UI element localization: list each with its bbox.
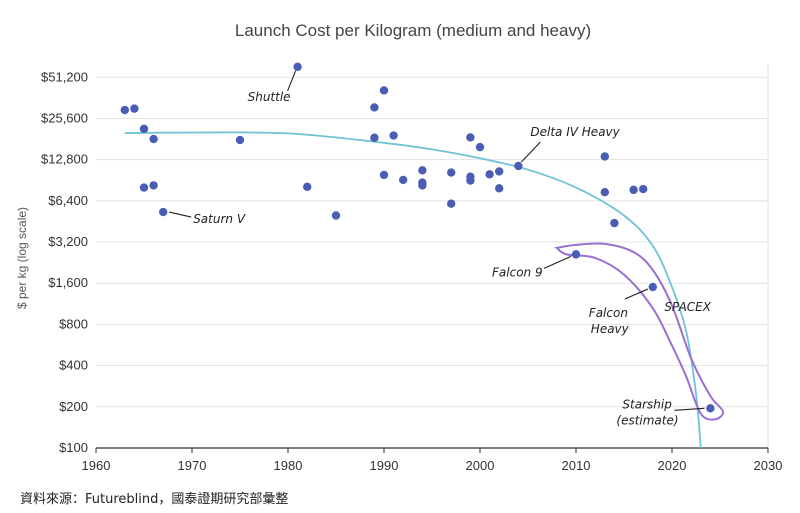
data-point [447, 168, 456, 177]
annotation-label: Starship [622, 397, 672, 411]
y-tick-label: $6,400 [48, 193, 88, 208]
data-point [514, 161, 523, 171]
data-point [466, 176, 475, 185]
data-point [293, 62, 302, 72]
annotation-label: Falcon 9 [492, 265, 543, 279]
data-point [600, 152, 609, 161]
data-point [610, 218, 619, 228]
data-point [379, 86, 389, 95]
annotation-label: Delta IV Heavy [530, 125, 620, 139]
x-tick-label: 2020 [658, 458, 687, 473]
y-tick-label: $1,600 [48, 275, 88, 290]
spacex-region-outline [554, 242, 724, 421]
source-note: 資料來源：Futureblind，國泰證期研究部彙整 [20, 491, 288, 507]
data-point [418, 181, 427, 190]
data-point [303, 182, 312, 192]
y-axis-label: $ per kg (log scale) [15, 207, 29, 309]
axes: $100 $200 $400 $800 $1,600 $3,200 $6,400 $12,80… [41, 69, 782, 473]
x-tick-label: 1980 [274, 458, 303, 473]
data-point [139, 183, 149, 192]
annotation-leader [287, 70, 297, 92]
annotation-label: (estimate) [616, 413, 678, 427]
curves: SPACEX [124, 131, 724, 449]
x-tick-label: 2030 [754, 458, 783, 473]
annotation-leader [624, 288, 649, 300]
annotation-label: Heavy [591, 322, 630, 336]
data-point [235, 135, 245, 145]
data-points [120, 62, 715, 413]
x-tick-label: 2010 [562, 458, 591, 473]
chart-title: Launch Cost per Kilogram (medium and hea… [235, 21, 591, 40]
data-point [139, 124, 149, 134]
data-point [331, 211, 341, 220]
annotation-label: Shuttle [248, 90, 291, 104]
data-point [495, 184, 504, 193]
x-tick-label: 1990 [370, 458, 399, 473]
data-point [466, 133, 475, 142]
data-point [600, 188, 609, 197]
y-tick-label: $25,600 [41, 110, 88, 125]
y-tick-label: $3,200 [48, 234, 88, 249]
annotation-leader [674, 407, 705, 411]
x-tick-label: 1970 [178, 458, 207, 473]
trend-line [124, 131, 702, 449]
data-point [370, 103, 379, 112]
y-tick-label: $400 [59, 358, 88, 373]
data-point [447, 199, 456, 208]
data-point [629, 185, 638, 195]
x-tick-label: 1960 [82, 458, 111, 473]
spacex-region-label: SPACEX [664, 300, 711, 314]
annotation-leader [543, 255, 572, 269]
y-tick-label: $12,800 [41, 152, 88, 167]
data-point [495, 167, 504, 176]
data-point [130, 104, 139, 113]
data-point [706, 404, 715, 413]
data-point [485, 170, 494, 179]
data-point [159, 207, 168, 217]
data-point [149, 181, 158, 190]
annotations: Shuttle Delta IV Heavy Saturn V Falcon 9 Fal… [169, 70, 705, 427]
data-point [648, 282, 657, 292]
x-tick-label: 2000 [466, 458, 495, 473]
data-point [639, 184, 648, 194]
y-tick-label: $51,200 [41, 69, 88, 84]
data-point [475, 142, 485, 152]
annotation-leader [169, 211, 192, 218]
data-point [571, 250, 581, 259]
data-point [149, 134, 158, 144]
y-tick-label: $800 [59, 316, 88, 331]
data-point [379, 170, 389, 180]
data-point [370, 133, 379, 142]
data-point [418, 166, 427, 175]
data-point [389, 131, 398, 140]
grid [96, 64, 769, 449]
y-tick-label: $200 [59, 399, 88, 414]
annotation-leader [521, 141, 541, 163]
data-point [399, 175, 408, 185]
y-tick-label: $100 [59, 440, 88, 455]
data-point [120, 105, 129, 115]
annotation-label: Falcon [589, 306, 628, 320]
annotation-label: Saturn V [193, 212, 246, 226]
